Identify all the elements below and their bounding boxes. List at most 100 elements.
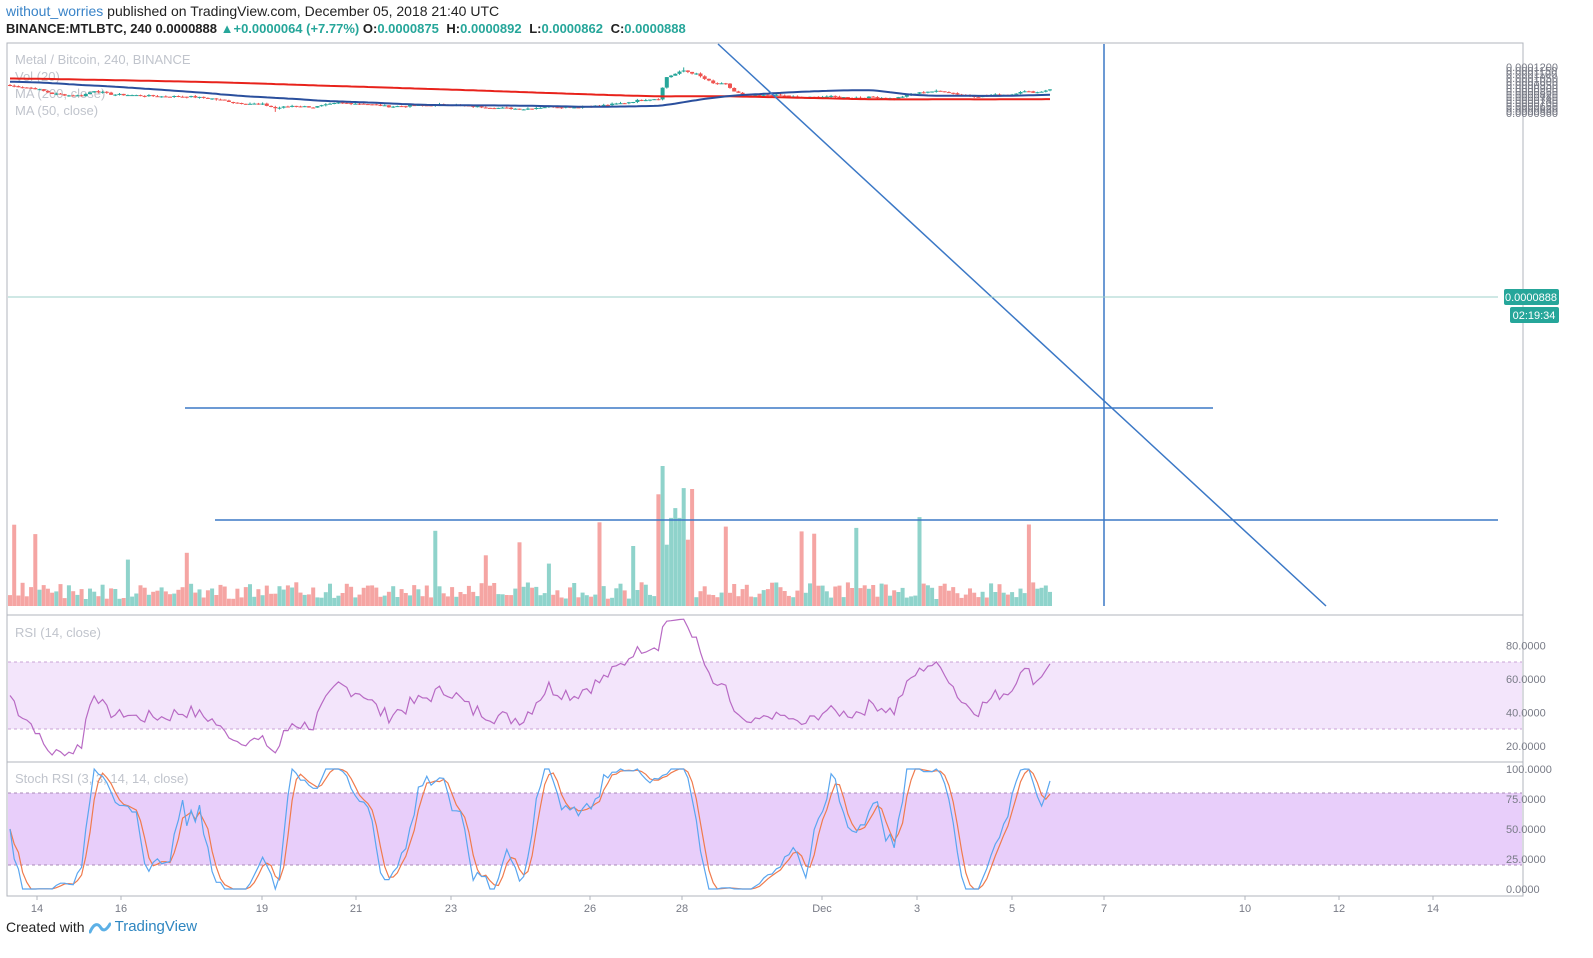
- volume-bar: [795, 590, 800, 606]
- candle-body: [765, 94, 770, 96]
- candle-body: [370, 104, 375, 106]
- candle-body: [33, 88, 38, 90]
- candle-body: [509, 107, 514, 109]
- volume-bar: [323, 592, 328, 606]
- volume-bar: [75, 594, 80, 606]
- volume-bar: [235, 588, 240, 606]
- candle-body: [201, 96, 206, 98]
- trendline-descending[interactable]: [717, 43, 1327, 607]
- volume-bar: [1010, 592, 1015, 606]
- candle-body: [45, 90, 50, 93]
- rsi-tick-label: 40.0000: [1506, 707, 1546, 719]
- volume-bar: [875, 596, 880, 606]
- volume-bar: [732, 584, 737, 606]
- candle-body: [353, 103, 358, 105]
- candle-body: [500, 107, 505, 109]
- volume-bar: [568, 587, 572, 606]
- price-axis[interactable]: 0.00012000.00011500.00011000.00010500.00…: [1506, 62, 1558, 120]
- time-tick-label: 16: [115, 903, 127, 915]
- candle-body: [753, 95, 758, 97]
- candle-body: [829, 95, 834, 97]
- volume-bar: [109, 588, 114, 606]
- candle-body: [1035, 92, 1040, 94]
- ma200-line: [10, 77, 1050, 101]
- volume-bar: [816, 585, 821, 606]
- volume-bar: [576, 597, 581, 606]
- volume-bar: [365, 585, 370, 606]
- tradingview-brand[interactable]: TradingView: [114, 918, 198, 935]
- candle-body: [277, 107, 282, 109]
- time-tick-label: 23: [445, 903, 457, 915]
- volume-bar: [168, 594, 172, 606]
- candle-body: [218, 99, 223, 101]
- main-pane[interactable]: [6, 42, 1524, 616]
- candle-body: [673, 73, 678, 76]
- volume-bar: [294, 582, 299, 606]
- candle-body: [778, 94, 783, 96]
- price-change: +0.0000064 (+7.77%): [233, 21, 360, 36]
- candle-body: [100, 91, 105, 93]
- candle-body: [226, 100, 231, 102]
- candle-body: [677, 71, 682, 74]
- volume-bar: [159, 587, 164, 606]
- volume-bar: [749, 596, 754, 606]
- high-label: H:: [446, 21, 461, 36]
- volume-bar: [155, 590, 160, 606]
- time-tick-label: 3: [914, 903, 920, 915]
- volume-bar: [420, 596, 425, 606]
- volume-bar: [290, 587, 295, 606]
- author-link[interactable]: without_worries: [6, 3, 104, 19]
- volume-bar: [100, 584, 105, 606]
- candle-body: [176, 96, 181, 97]
- volume-bar: [189, 583, 194, 606]
- time-axis[interactable]: 14 16 19 21 23 26 28 Dec 3 5 7 10 12 14: [31, 896, 1439, 915]
- volume-bar: [513, 588, 518, 606]
- up-arrow-icon: ▲: [220, 21, 234, 36]
- volume-bar: [450, 587, 455, 606]
- volume-bar: [408, 595, 412, 606]
- volume-bar: [193, 592, 198, 606]
- volume-bar: [656, 494, 661, 606]
- close-value: 0.0000888: [624, 21, 686, 36]
- price-tick-label: 0.0000590: [1506, 106, 1558, 118]
- symbol-label: BINANCE:MTLBTC, 240: [6, 21, 152, 36]
- stoch-axis: 100.0000 75.0000 50.0000 25.0000 0.0000: [1506, 764, 1552, 896]
- volume-bar: [218, 584, 223, 606]
- volume-bar: [466, 585, 471, 606]
- volume-bar: [622, 590, 627, 606]
- candle-body: [538, 107, 543, 109]
- candle-body: [163, 96, 168, 98]
- volume-bar: [980, 591, 985, 606]
- candle-body: [142, 95, 147, 97]
- volume-bar: [306, 594, 311, 606]
- candle-body: [1014, 93, 1019, 95]
- candle-body: [951, 92, 956, 94]
- candle-body: [239, 103, 244, 104]
- volume-bar: [462, 594, 467, 606]
- volume-bar: [492, 583, 497, 606]
- candle-body: [530, 108, 535, 110]
- candle-body: [336, 102, 341, 104]
- candle-body: [24, 87, 29, 89]
- volume-bar: [269, 593, 274, 606]
- volume-bar: [925, 585, 930, 606]
- volume-bar: [151, 591, 156, 606]
- time-tick-label: 14: [1427, 903, 1439, 915]
- candle-body: [845, 97, 850, 99]
- candle-body: [736, 91, 741, 93]
- rsi-band: [8, 662, 1522, 729]
- candle-body: [311, 107, 316, 109]
- volume-bar: [92, 591, 97, 606]
- candle-body: [900, 96, 905, 98]
- volume-bar: [62, 598, 67, 606]
- candle-body: [946, 92, 951, 94]
- candle-body: [706, 78, 711, 81]
- rsi-tick-label: 80.0000: [1506, 640, 1546, 652]
- volume-bar: [214, 595, 219, 606]
- candle-body: [395, 106, 400, 108]
- candle-body: [702, 76, 707, 79]
- price-tick-label: 0.0001050: [1506, 73, 1558, 85]
- candle-body: [930, 91, 935, 93]
- time-tick-label: 26: [584, 903, 596, 915]
